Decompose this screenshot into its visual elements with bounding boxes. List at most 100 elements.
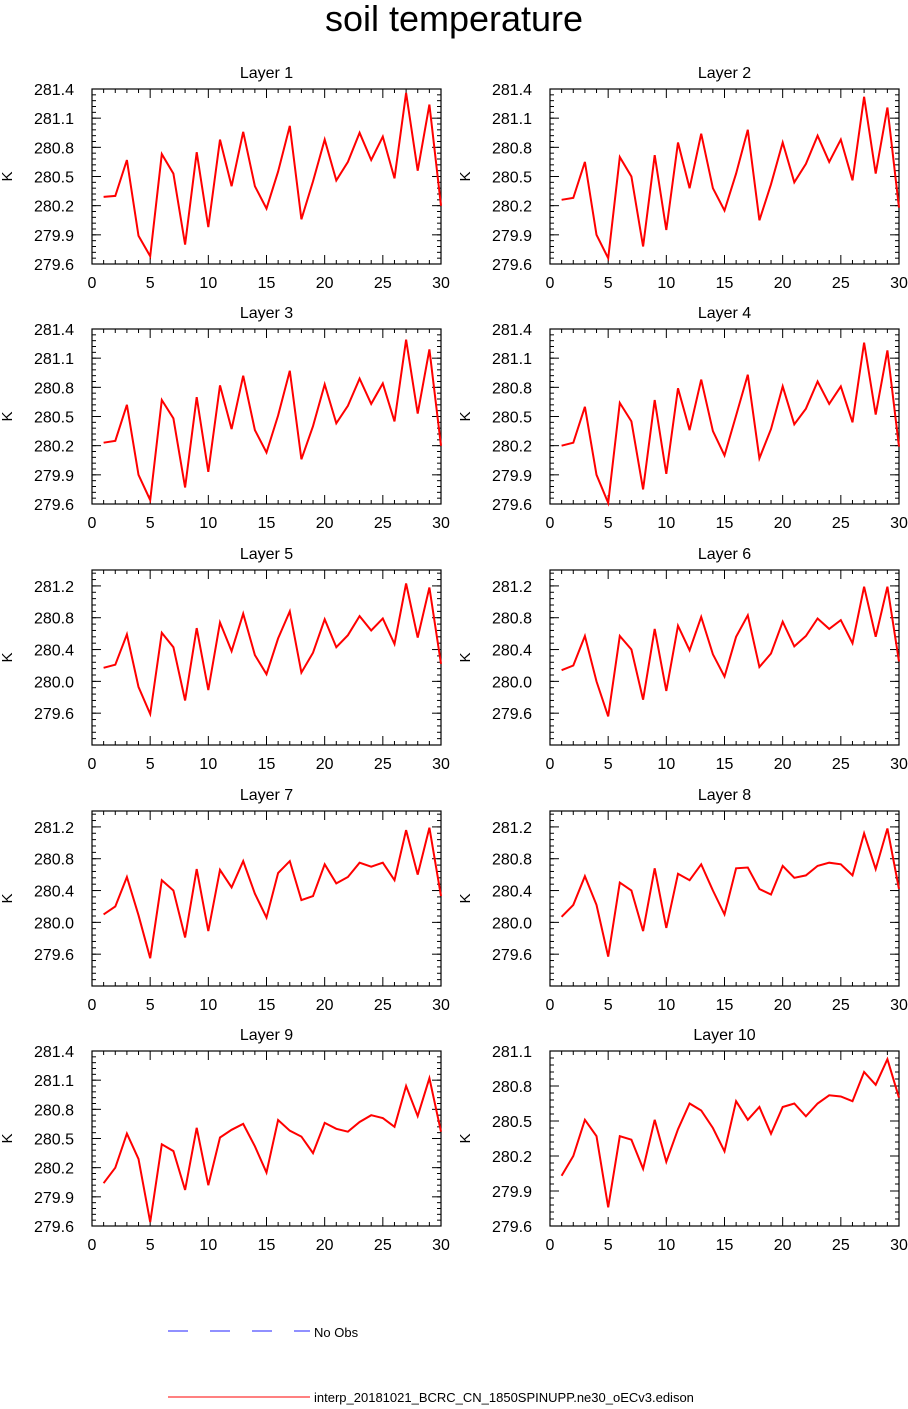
chart-1-ytick-label: 280.2 [34,199,74,216]
chart-3-xtick-label: 20 [316,515,334,532]
chart-2-ytick-label: 280.5 [492,170,532,187]
chart-3-ytick-label: 280.2 [34,439,74,456]
chart-2-xtick-label: 5 [604,275,613,292]
chart-7-ytick-label: 280.4 [34,884,74,901]
chart-6-ylabel: K [457,652,474,662]
chart-8-panel: Layer 8 K 0 5 10 15 20 25 30 279.6 280.0 280.4 280.8… [457,787,908,1014]
chart-9-xtick-label: 15 [258,1237,276,1254]
chart-9-xtick-label: 20 [316,1237,334,1254]
chart-9-xtick-label: 0 [88,1237,97,1254]
chart-3-ytick-label: 279.9 [34,468,74,485]
chart-4-series-line [561,342,900,507]
chart-6-xtick-label: 0 [546,756,555,773]
chart-7-series-line [103,827,442,959]
chart-8-ytick-label: 280.0 [492,915,532,932]
chart-9-ylabel: K [0,1133,16,1143]
chart-1-ytick-label: 281.4 [34,82,74,99]
chart-5-xtick-label: 20 [316,756,334,773]
chart-10-series-line [560,1056,900,1208]
chart-4-title: Layer 4 [698,305,751,322]
chart-1-ytick-label: 279.9 [34,228,74,245]
chart-3-xtick-label: 15 [258,515,276,532]
chart-2-xtick-label: 25 [832,275,850,292]
chart-2-ylabel: K [457,171,474,181]
chart-7-ytick-label: 280.0 [34,915,74,932]
chart-3-frame [91,328,442,505]
chart-10-ytick-label: 280.5 [492,1114,532,1131]
chart-7-xtick-label: 15 [258,997,276,1014]
chart-9-ytick-label: 279.6 [34,1219,74,1236]
chart-10-ytick-label: 279.6 [492,1219,532,1236]
chart-3-ytick-label: 281.1 [34,351,74,368]
chart-8-xtick-label: 5 [604,997,613,1014]
chart-5-ytick-label: 280.8 [34,611,74,628]
chart-10-ytick-label: 279.9 [492,1184,532,1201]
chart-9-xtick-label: 30 [432,1237,450,1254]
chart-7-xtick-label: 30 [432,997,450,1014]
chart-10-xtick-label: 20 [774,1237,792,1254]
chart-9-ytick-label: 281.4 [34,1044,74,1061]
chart-6-xtick-label: 15 [716,756,734,773]
chart-3-title: Layer 3 [240,305,293,322]
chart-10-panel: Layer 10 K 0 5 10 15 20 25 30 279.6 279.9 280.2 280.… [457,1027,908,1254]
chart-3-ytick-label: 281.4 [34,322,74,339]
legend-model-label: interp_20181021_BCRC_CN_1850SPINUPP.ne30… [314,1390,694,1405]
chart-1-xtick-label: 5 [146,275,155,292]
chart-4-xtick-label: 20 [774,515,792,532]
chart-1-ylabel: K [0,171,16,181]
chart-5-xtick-label: 5 [146,756,155,773]
chart-2-xtick-label: 20 [774,275,792,292]
chart-2-title: Layer 2 [698,65,751,82]
chart-2-xtick-label: 0 [546,275,555,292]
chart-8-xtick-label: 15 [716,997,734,1014]
chart-10-title: Layer 10 [693,1027,755,1044]
chart-9-xtick-label: 10 [199,1237,217,1254]
chart-10-ylabel: K [457,1133,474,1143]
chart-4-xtick-label: 25 [832,515,850,532]
chart-4-xtick-label: 0 [546,515,555,532]
chart-2-ytick-label: 280.2 [492,199,532,216]
chart-1-xtick-label: 0 [88,275,97,292]
chart-1-xtick-label: 15 [258,275,276,292]
chart-1-panel: Layer 1 K 0 5 10 15 20 25 30 279.6 279.9 280.2 280.5… [0,65,450,292]
chart-2-ytick-label: 279.6 [492,257,532,274]
chart-5-ytick-label: 280.0 [34,674,74,691]
chart-10-frame [549,1050,900,1227]
chart-1-title: Layer 1 [240,65,293,82]
chart-6-ytick-label: 280.8 [492,611,532,628]
chart-3-ytick-label: 280.8 [34,380,74,397]
chart-8-xtick-label: 25 [832,997,850,1014]
chart-2-ytick-label: 279.9 [492,228,532,245]
chart-7-title: Layer 7 [240,787,293,804]
chart-6-ytick-label: 280.0 [492,674,532,691]
chart-4-ytick-label: 280.2 [492,439,532,456]
chart-7-ylabel: K [0,893,16,903]
chart-6-xtick-label: 20 [774,756,792,773]
chart-3-xtick-label: 10 [199,515,217,532]
chart-1-xtick-label: 30 [432,275,450,292]
chart-5-xtick-label: 10 [199,756,217,773]
chart-8-ylabel: K [457,893,474,903]
chart-4-ytick-label: 280.5 [492,410,532,427]
chart-5-xtick-label: 25 [374,756,392,773]
chart-5-panel: Layer 5 K 0 5 10 15 20 25 30 279.6 280.0 280.4 280.8… [0,546,450,773]
chart-1-xtick-label: 10 [199,275,217,292]
chart-4-ytick-label: 279.6 [492,497,532,514]
chart-10-ytick-label: 280.2 [492,1149,532,1166]
chart-4-ytick-label: 280.8 [492,380,532,397]
chart-1-series-line [103,92,442,260]
chart-9-ytick-label: 280.5 [34,1132,74,1149]
chart-3-ylabel: K [0,411,16,421]
chart-9-ytick-label: 279.9 [34,1190,74,1207]
chart-5-xtick-label: 30 [432,756,450,773]
chart-3-ytick-label: 280.5 [34,410,74,427]
chart-3-xtick-label: 0 [88,515,97,532]
chart-6-xtick-label: 5 [604,756,613,773]
chart-8-xtick-label: 30 [890,997,908,1014]
chart-6-xtick-label: 25 [832,756,850,773]
chart-10-ytick-label: 280.8 [492,1079,532,1096]
chart-3-series-line [103,339,442,504]
legend-no-obs-line [168,1324,310,1338]
chart-6-panel: Layer 6 K 0 5 10 15 20 25 30 279.6 280.0 280.4 280.8… [457,546,908,773]
chart-3-panel: Layer 3 K 0 5 10 15 20 25 30 279.6 279.9 280.2 280.5… [0,305,450,532]
